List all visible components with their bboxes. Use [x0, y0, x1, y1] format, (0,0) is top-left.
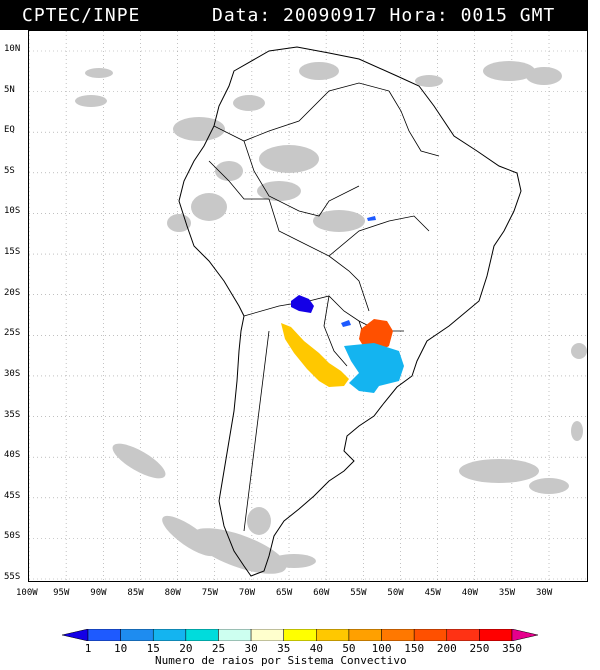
lon-label: 40W — [461, 588, 478, 598]
system-blue-dot — [341, 320, 351, 327]
coastline — [178, 46, 522, 577]
lat-label: 50S — [4, 531, 21, 542]
colorbar-cell — [218, 629, 252, 641]
colorbar-tick-label: 35 — [277, 642, 291, 655]
cloud-cover — [75, 61, 587, 574]
colorbar-tick-label: 10 — [114, 642, 128, 655]
lat-label: EQ — [4, 125, 15, 136]
colorbar-cell — [413, 629, 448, 641]
org-title: CPTEC/INPE — [22, 5, 141, 26]
colorbar-tick-label: 15 — [146, 642, 160, 655]
lon-label: 30W — [536, 588, 553, 598]
colorbar-tick-label: 1 — [84, 642, 92, 655]
colorbar-tick-label: 30 — [244, 642, 258, 655]
lat-label: 5N — [4, 84, 15, 95]
lat-label: 5S — [4, 165, 15, 176]
colorbar-cell — [152, 629, 187, 641]
map-frame — [28, 30, 588, 582]
lon-label: 80W — [164, 588, 181, 598]
colorbar-cell — [283, 629, 317, 641]
graticule — [29, 31, 587, 581]
lat-label: 15S — [4, 247, 21, 258]
lon-label: 85W — [127, 588, 144, 598]
colorbar — [62, 629, 538, 641]
lon-label: 65W — [276, 588, 293, 598]
lat-label: 10S — [4, 206, 21, 217]
lon-label: 95W — [53, 588, 70, 598]
colorbar-tick-label: 20 — [179, 642, 193, 655]
colorbar-tick-label: 350 — [502, 642, 522, 655]
lon-label: 70W — [238, 588, 256, 598]
colorbar-cell — [479, 629, 513, 641]
lon-label: 100W — [16, 588, 38, 598]
colorbar-cell — [87, 629, 121, 641]
colorbar-tick-label: 40 — [309, 642, 323, 655]
lon-label: 60W — [313, 588, 330, 598]
colorbar-cell — [185, 629, 219, 641]
lat-label: 25S — [4, 328, 21, 339]
system-dark-blue — [291, 295, 314, 313]
colorbar-tick-label: 200 — [436, 642, 457, 655]
system-cyan — [344, 343, 404, 393]
colorbar-tick-label: 25 — [211, 642, 226, 655]
lon-label: 35W — [498, 588, 516, 598]
convective-systems — [281, 216, 404, 393]
lat-label: 55S — [4, 572, 21, 582]
lat-label: 35S — [4, 409, 21, 420]
lat-label: 20S — [4, 287, 21, 298]
lon-label: 45W — [424, 588, 441, 598]
lon-label: 75W — [201, 588, 218, 598]
lat-label: 30S — [4, 368, 21, 379]
colorbar-tick-label: 50 — [342, 642, 356, 655]
system-small-blue — [367, 216, 376, 221]
colorbar-tick-label: 150 — [404, 642, 425, 655]
colorbar-cell — [381, 629, 415, 641]
colorbar-cell — [511, 629, 538, 641]
datetime-title: Data: 20090917 Hora: 0015 GMT — [212, 5, 556, 26]
colorbar-tick-label: 100 — [371, 642, 392, 655]
map-header: CPTEC/INPE Data: 20090917 Hora: 0015 GMT — [0, 0, 588, 30]
colorbar-title: Numero de raios por Sistema Convectivo — [155, 654, 407, 667]
colorbar-cell — [316, 629, 350, 641]
colorbar-cell — [348, 629, 382, 641]
colorbar-cell — [250, 629, 284, 641]
lon-label: 55W — [350, 588, 367, 598]
colorbar-cell — [62, 629, 89, 641]
lat-label: 10N — [4, 44, 21, 54]
lon-label: 50W — [387, 588, 404, 598]
map-canvas — [29, 31, 587, 581]
colorbar-cell — [120, 629, 154, 641]
colorbar-cell — [446, 629, 480, 641]
colorbar-tick-label: 250 — [469, 642, 490, 655]
lat-label: 45S — [4, 490, 21, 501]
lon-label: 90W — [90, 588, 107, 598]
system-yellow — [281, 323, 349, 387]
lat-label: 40S — [4, 450, 21, 461]
country-borders — [208, 82, 440, 532]
